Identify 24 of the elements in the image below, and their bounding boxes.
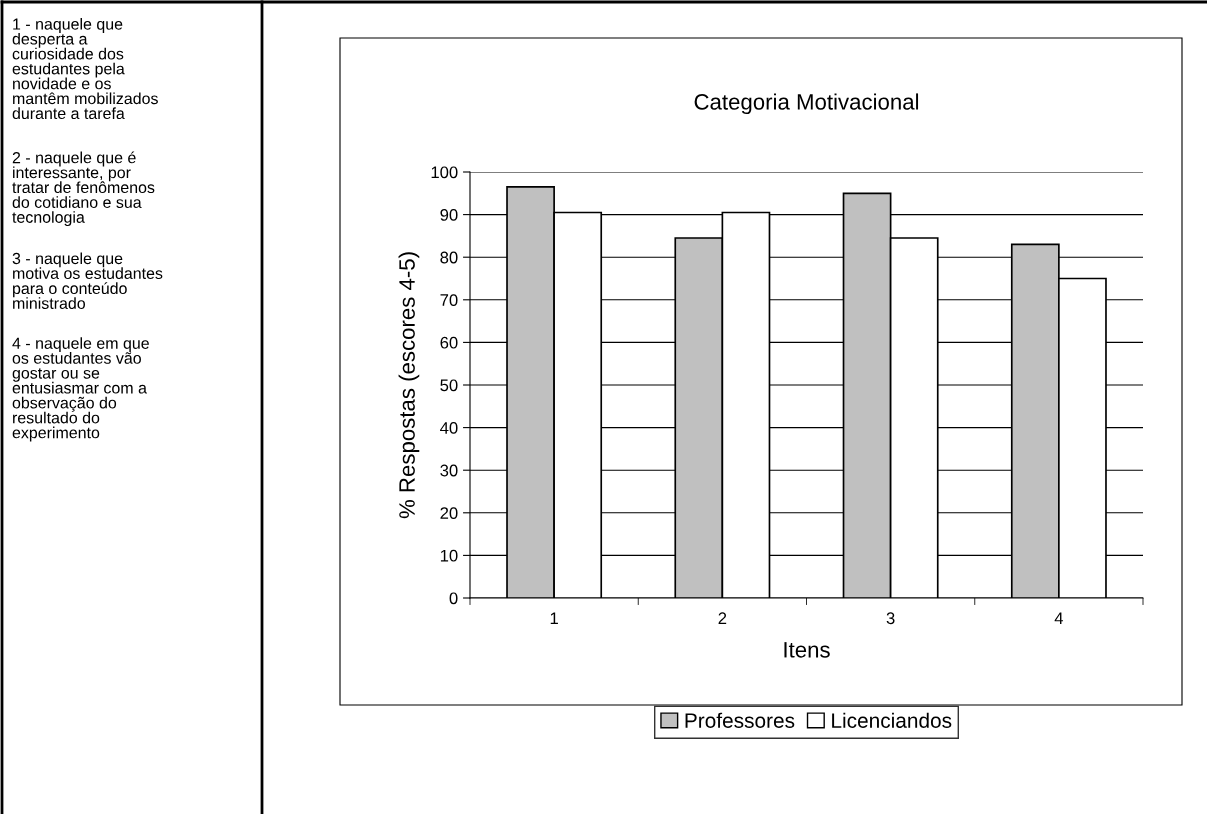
x-tick-label: 4 — [1054, 612, 1064, 624]
y-tick-label: 30 — [440, 464, 458, 477]
legend-label: Licenciandos — [832, 712, 952, 728]
text: 2 - naquele que é interessante, por tratar de fenômenos do cotidiano e sua tecnologia — [12, 151, 155, 227]
text: 1 - naquele que desperta a curiosidade dos estudantes pela novidade e os mantêm mobilizados durante a tarefa — [12, 18, 158, 120]
y-tick-label: 10 — [440, 549, 458, 562]
y-tick-label: 90 — [440, 209, 458, 221]
y-tick-label: 100 — [431, 166, 458, 179]
y-axis-title: % Respostas (escores 4-5) — [398, 252, 420, 519]
y-tick-label: 50 — [440, 379, 458, 392]
x-tick-label: 3 — [886, 612, 895, 625]
x-tick-label: 1 — [550, 612, 558, 624]
y-tick-label: 0 — [449, 592, 458, 605]
x-axis-title: Itens — [784, 642, 830, 658]
y-tick-label: 20 — [440, 507, 458, 519]
legend-label: Professores — [685, 712, 795, 728]
text: 3 - naquele que motiva os estudantes para o conteúdo ministrado — [12, 252, 163, 309]
text: 4 - naquele em que os estudantes vão gostar ou se entusiasmar com a observação do resultado do experimento — [12, 337, 149, 442]
y-tick-label: 40 — [440, 422, 458, 434]
y-tick-label: 70 — [440, 294, 458, 306]
y-tick-label: 60 — [440, 336, 458, 349]
y-tick-label: 80 — [440, 251, 458, 264]
chart-title: Categoria Motivacional — [694, 93, 919, 115]
x-tick-label: 2 — [718, 612, 727, 624]
